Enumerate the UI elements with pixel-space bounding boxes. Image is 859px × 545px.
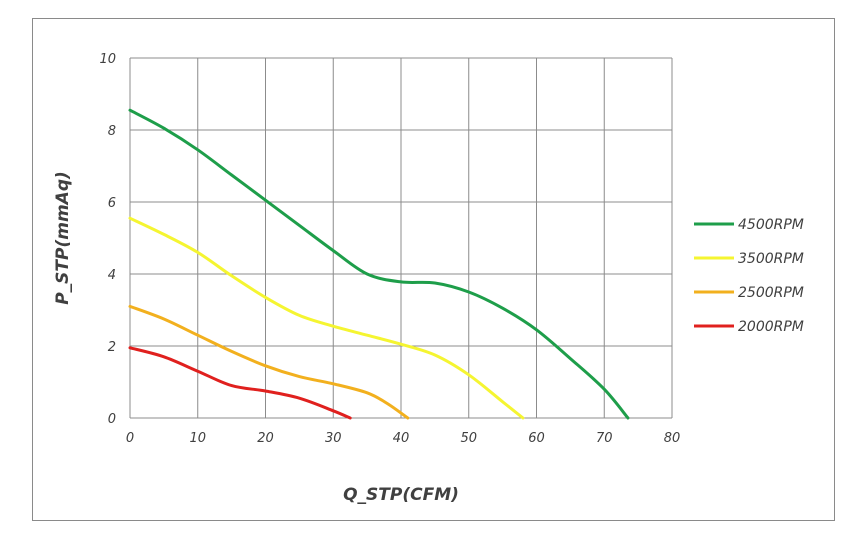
x-axis-title: Q_STP(CFM) xyxy=(343,485,459,505)
x-tick-label: 80 xyxy=(664,431,681,446)
y-tick-label: 10 xyxy=(99,52,116,67)
y-tick-label: 8 xyxy=(108,124,116,139)
legend-label: 3500RPM xyxy=(738,251,804,267)
legend-item-4500rpm: 4500RPM xyxy=(694,217,804,233)
series-line-2500rpm xyxy=(128,304,410,420)
series-line-3500rpm xyxy=(128,216,525,420)
series-line-2000rpm xyxy=(128,346,352,420)
y-tick-label: 6 xyxy=(108,196,116,211)
x-tick-label: 60 xyxy=(528,431,545,446)
x-tick-label: 50 xyxy=(460,431,477,446)
y-tick-label: 2 xyxy=(108,340,116,355)
x-tick-label: 0 xyxy=(126,431,134,446)
legend-label: 2000RPM xyxy=(738,319,804,335)
series-line-4500rpm xyxy=(128,108,630,420)
x-tick-label: 30 xyxy=(325,431,342,446)
chart-frame xyxy=(32,18,835,521)
x-tick-label: 20 xyxy=(257,431,274,446)
x-axis-ticks: 0 10 20 30 40 50 60 70 80 xyxy=(126,431,680,446)
y-axis-title: P_STP(mmAq) xyxy=(53,171,73,305)
x-tick-label: 70 xyxy=(596,431,613,446)
legend-item-3500rpm: 3500RPM xyxy=(694,251,804,267)
x-tick-label: 10 xyxy=(189,431,206,446)
legend-label: 4500RPM xyxy=(738,217,804,233)
legend: 4500RPM 3500RPM 2500RPM 2000RPM xyxy=(694,217,804,335)
legend-item-2500rpm: 2500RPM xyxy=(694,285,804,301)
y-tick-label: 4 xyxy=(108,268,116,283)
legend-label: 2500RPM xyxy=(738,285,804,301)
grid xyxy=(129,57,673,419)
series-lines xyxy=(128,108,630,420)
y-tick-label: 0 xyxy=(108,412,116,427)
x-tick-label: 40 xyxy=(393,431,410,446)
legend-item-2000rpm: 2000RPM xyxy=(694,319,804,335)
y-axis-ticks: 0 2 4 6 8 10 xyxy=(99,52,116,427)
